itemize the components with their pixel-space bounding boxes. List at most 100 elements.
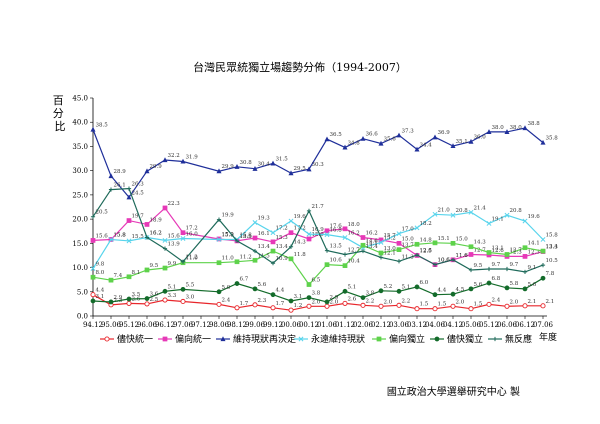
data-label: 15.8	[114, 232, 127, 238]
data-label: 17.6	[330, 224, 343, 230]
data-label: 11.8	[294, 252, 307, 258]
x-tick-label: 01.06	[317, 321, 338, 329]
data-point	[540, 303, 546, 309]
data-label: 35.8	[546, 136, 559, 142]
x-tick-label: 98.12	[227, 321, 247, 329]
data-point	[288, 298, 294, 304]
data-point	[486, 301, 492, 307]
legend-label: 無反應	[505, 333, 532, 345]
data-point	[216, 260, 222, 266]
data-point	[432, 240, 438, 246]
x-tick-label: 97.06	[173, 321, 194, 329]
y-tick-label: 25.0	[72, 191, 88, 199]
legend-item-1: 儘快統一	[100, 333, 153, 345]
data-label: 11.5	[258, 253, 271, 259]
data-label: 9.8	[96, 262, 105, 268]
data-point	[540, 275, 546, 281]
data-point	[486, 280, 492, 286]
x-tick-label: 98.06	[209, 321, 230, 329]
data-label: 15.6	[96, 233, 109, 239]
data-label: 10.6	[438, 258, 451, 264]
x-tick-label: 03.12	[407, 321, 427, 329]
data-point	[270, 261, 276, 266]
data-label: 10.4	[348, 259, 361, 265]
data-label: 19.6	[294, 214, 307, 220]
y-axis-label-line-3: 比	[55, 120, 66, 133]
data-label: 14.8	[420, 237, 433, 243]
data-point	[288, 218, 294, 224]
data-label: 19.3	[258, 216, 271, 222]
data-label: 38.0	[492, 125, 505, 131]
data-label: 12.6	[492, 248, 505, 254]
legend-swatch-marker	[104, 336, 110, 342]
data-label: 4.4	[96, 288, 105, 294]
data-label: 2.2	[366, 298, 375, 304]
data-point	[450, 212, 456, 218]
data-point	[450, 240, 456, 246]
data-point	[144, 235, 150, 240]
data-point	[522, 125, 528, 131]
data-label: 2.1	[546, 299, 555, 305]
data-label: 12.7	[348, 247, 361, 253]
y-tick-label: 35.0	[72, 143, 88, 151]
source-footer: 國立政治大學選舉研究中心 製	[387, 385, 520, 398]
data-point	[162, 288, 168, 294]
data-point	[342, 235, 348, 240]
x-tick-label: 95.06	[101, 321, 122, 329]
data-label: 16.2	[348, 231, 360, 237]
legend-label: 維持現狀再決定	[233, 333, 296, 345]
data-label: 6.8	[492, 276, 501, 282]
data-point	[432, 134, 438, 140]
data-label: 15.0	[456, 236, 469, 242]
data-point	[306, 208, 312, 213]
data-point	[450, 303, 456, 309]
data-point	[126, 274, 132, 280]
data-point	[252, 257, 258, 263]
x-tick-label: 97.12	[191, 321, 211, 329]
data-point	[360, 302, 366, 308]
data-point	[396, 302, 402, 308]
data-label: 5.6	[474, 282, 483, 288]
data-point	[234, 305, 240, 311]
data-point	[108, 187, 114, 192]
series-5: 8.0 7.48.19.5 9.911.0 11.0 11.2 11.513.411.86…	[90, 236, 558, 287]
data-point	[522, 218, 528, 224]
data-point	[342, 226, 348, 232]
data-label: 38.0	[510, 125, 523, 131]
data-label: 37.3	[402, 128, 415, 134]
data-label: 12.7	[510, 247, 523, 253]
data-label: 12.3	[510, 249, 523, 255]
data-label: 18.9	[150, 217, 163, 223]
data-label: 29.9	[222, 164, 235, 170]
x-tick-label: 06.06	[497, 321, 518, 329]
data-point	[414, 146, 420, 152]
data-label: 18.2	[420, 221, 432, 227]
data-label: 10.5	[546, 258, 559, 264]
data-point	[90, 266, 96, 271]
data-point	[216, 237, 222, 242]
data-point	[306, 166, 312, 172]
data-label: 9.9	[168, 261, 177, 267]
data-point	[450, 257, 456, 262]
y-tick-label: 0.0	[77, 313, 88, 321]
data-point	[234, 164, 240, 169]
legend-swatch-marker	[162, 336, 168, 342]
x-tick-label: 00.06	[281, 321, 302, 329]
legend-label: 儘快獨立	[447, 333, 483, 345]
data-point	[108, 277, 114, 283]
data-label: 15.9	[312, 232, 325, 238]
data-label: 13.3	[546, 245, 559, 251]
data-label: 5.6	[528, 282, 537, 288]
data-point	[270, 230, 276, 236]
data-label: 4.5	[456, 287, 465, 293]
data-point	[360, 135, 366, 141]
data-label: 1.7	[240, 301, 249, 307]
legend-item-7: 無反應	[488, 333, 532, 345]
data-point	[540, 237, 546, 242]
data-label: 32.2	[168, 153, 180, 159]
data-point	[270, 248, 276, 254]
data-point	[522, 254, 528, 259]
x-axis-label: 年度	[539, 331, 557, 343]
data-point	[378, 303, 384, 309]
data-point	[522, 286, 528, 292]
